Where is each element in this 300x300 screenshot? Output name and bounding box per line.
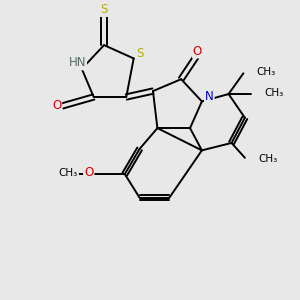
Text: O: O	[84, 166, 93, 179]
Text: CH₃: CH₃	[258, 154, 278, 164]
Text: N: N	[205, 91, 214, 103]
Text: HN: HN	[69, 56, 86, 69]
Text: S: S	[100, 3, 108, 16]
Text: CH₃: CH₃	[59, 168, 78, 178]
Text: O: O	[52, 99, 61, 112]
Text: O: O	[193, 44, 202, 58]
Text: CH₃: CH₃	[264, 88, 284, 98]
Text: CH₃: CH₃	[257, 67, 276, 77]
Text: S: S	[136, 46, 144, 60]
